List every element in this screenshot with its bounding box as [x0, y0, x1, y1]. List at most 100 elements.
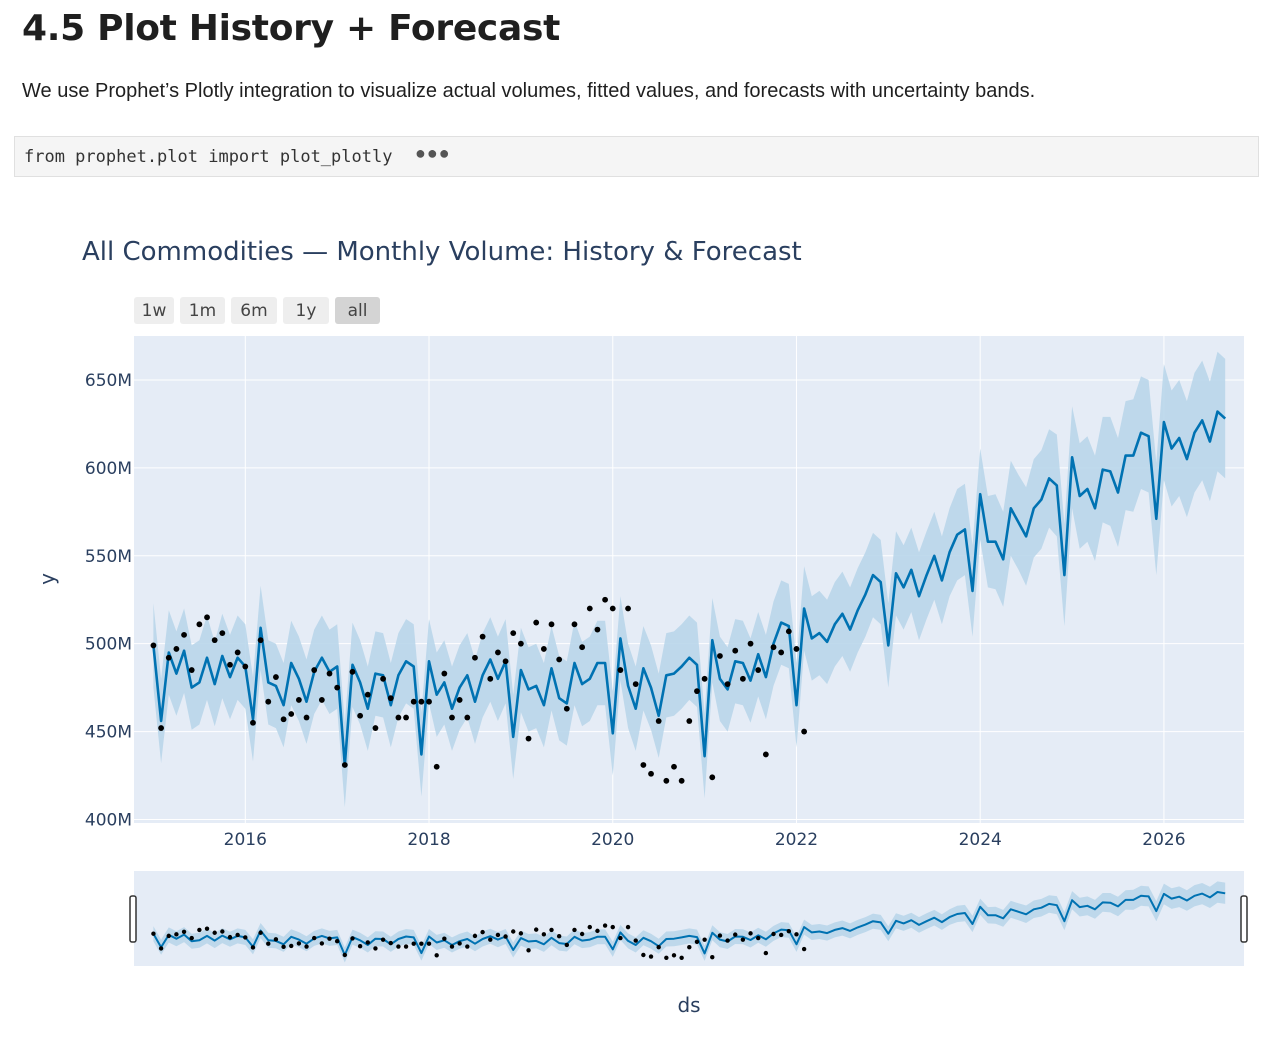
range-slider-point	[480, 929, 485, 935]
actual-point	[173, 646, 180, 652]
range-slider-point	[717, 933, 723, 938]
range-slider-point	[687, 944, 692, 950]
range-button-label: 1w	[142, 301, 167, 321]
actual-point	[747, 640, 754, 647]
actual-point	[326, 670, 333, 677]
range-button-1m[interactable]: 1m	[180, 297, 225, 324]
range-button-6m[interactable]: 6m	[231, 297, 277, 324]
actual-point	[273, 674, 279, 680]
actual-point	[395, 714, 402, 721]
range-slider-point	[250, 945, 256, 950]
range-button-label: 1m	[189, 301, 216, 321]
actual-point	[288, 711, 295, 717]
y-tick-label: 500M	[85, 635, 132, 655]
actual-point	[495, 649, 501, 656]
range-slider-point	[158, 946, 164, 951]
actual-point	[732, 647, 739, 654]
range-slider-point	[181, 929, 187, 935]
y-tick-label: 450M	[85, 723, 132, 743]
actual-point	[533, 619, 540, 626]
range-slider-line-path	[152, 891, 1226, 956]
range-slider-point	[748, 931, 753, 936]
range-slider-point	[174, 932, 179, 937]
range-slider-point	[204, 926, 210, 931]
actual-point	[357, 712, 364, 719]
code-line: from prophet.plot import plot_plotly	[24, 147, 393, 167]
actual-point	[150, 642, 157, 649]
range-slider-point	[733, 932, 738, 937]
actual-point	[280, 716, 287, 723]
range-slider-point	[556, 933, 562, 939]
actual-point	[318, 697, 325, 703]
actual-point	[762, 751, 769, 758]
range-slider-point	[579, 931, 585, 937]
range-slider-point	[633, 938, 638, 943]
plot-area[interactable]	[134, 336, 1244, 823]
actual-point	[158, 725, 164, 731]
y-tick-label: 400M	[85, 810, 132, 830]
actual-point	[770, 644, 777, 651]
range-slider-point	[388, 940, 393, 946]
range-slider-point	[442, 936, 447, 941]
actual-point	[579, 644, 586, 651]
range-slider-point	[465, 944, 470, 949]
range-slider-point	[526, 948, 531, 953]
range-slider-point	[289, 943, 294, 949]
actual-point	[372, 725, 379, 731]
range-slider-point	[664, 955, 669, 961]
range-slider-point	[786, 928, 792, 934]
range-button-label: 6m	[240, 301, 267, 321]
range-slider-track[interactable]	[134, 871, 1244, 966]
actual-point	[694, 688, 700, 695]
range-button-all[interactable]: all	[335, 297, 380, 324]
range-slider-point	[457, 941, 462, 946]
actual-point	[625, 605, 631, 612]
range-slider-point	[258, 930, 263, 935]
range-slider-point	[725, 938, 730, 943]
range-slider-point	[342, 952, 348, 958]
range-selector[interactable]: 1w 1m 6m 1y all	[134, 297, 380, 324]
forecast-line	[152, 410, 1227, 767]
range-slider-left-handle[interactable]	[129, 895, 137, 943]
x-axis-label: ds	[677, 993, 700, 1017]
range-slider-point	[327, 936, 332, 941]
range-slider-point	[771, 931, 776, 937]
range-slider-point	[518, 931, 524, 936]
forecast-chart[interactable]: All Commodities — Monthly Volume: Histor…	[0, 190, 1288, 1035]
actual-point	[418, 698, 425, 705]
actual-point	[548, 621, 555, 628]
actual-point	[250, 719, 256, 726]
range-slider-point	[227, 934, 233, 940]
range-slider-point	[756, 935, 761, 941]
range-slider-right-handle[interactable]	[1240, 895, 1248, 943]
range-button-1y[interactable]: 1y	[283, 297, 329, 324]
range-slider-point	[266, 941, 271, 946]
range-slider-point	[235, 932, 240, 938]
range-slider-point	[503, 934, 508, 939]
actual-point	[387, 695, 394, 702]
actual-points	[150, 596, 808, 784]
range-slider-point	[587, 924, 592, 930]
range-slider-point	[671, 953, 677, 958]
ellipsis-icon[interactable]: ●●●	[415, 143, 451, 163]
actual-point	[188, 667, 195, 673]
actual-point	[517, 640, 524, 647]
y-tick-label: 600M	[85, 459, 132, 479]
range-slider-point	[740, 937, 746, 942]
range-slider-point	[763, 950, 769, 956]
x-tick-label: 2018	[407, 830, 450, 850]
range-slider-point	[602, 923, 608, 928]
range-slider-point	[403, 944, 409, 949]
actual-point	[242, 663, 249, 670]
range-button-1w[interactable]: 1w	[134, 297, 174, 324]
range-slider-point	[625, 924, 631, 930]
actual-point	[801, 728, 808, 735]
actual-point	[755, 667, 762, 673]
chart-title: All Commodities — Monthly Volume: Histor…	[82, 237, 802, 267]
actual-point	[556, 656, 563, 663]
range-slider-points	[151, 923, 807, 961]
range-slider[interactable]	[129, 871, 1248, 966]
actual-point	[257, 637, 264, 644]
code-cell[interactable]: from prophet.plot import plot_plotly ●●●	[14, 136, 1259, 177]
range-slider-point	[273, 937, 279, 942]
